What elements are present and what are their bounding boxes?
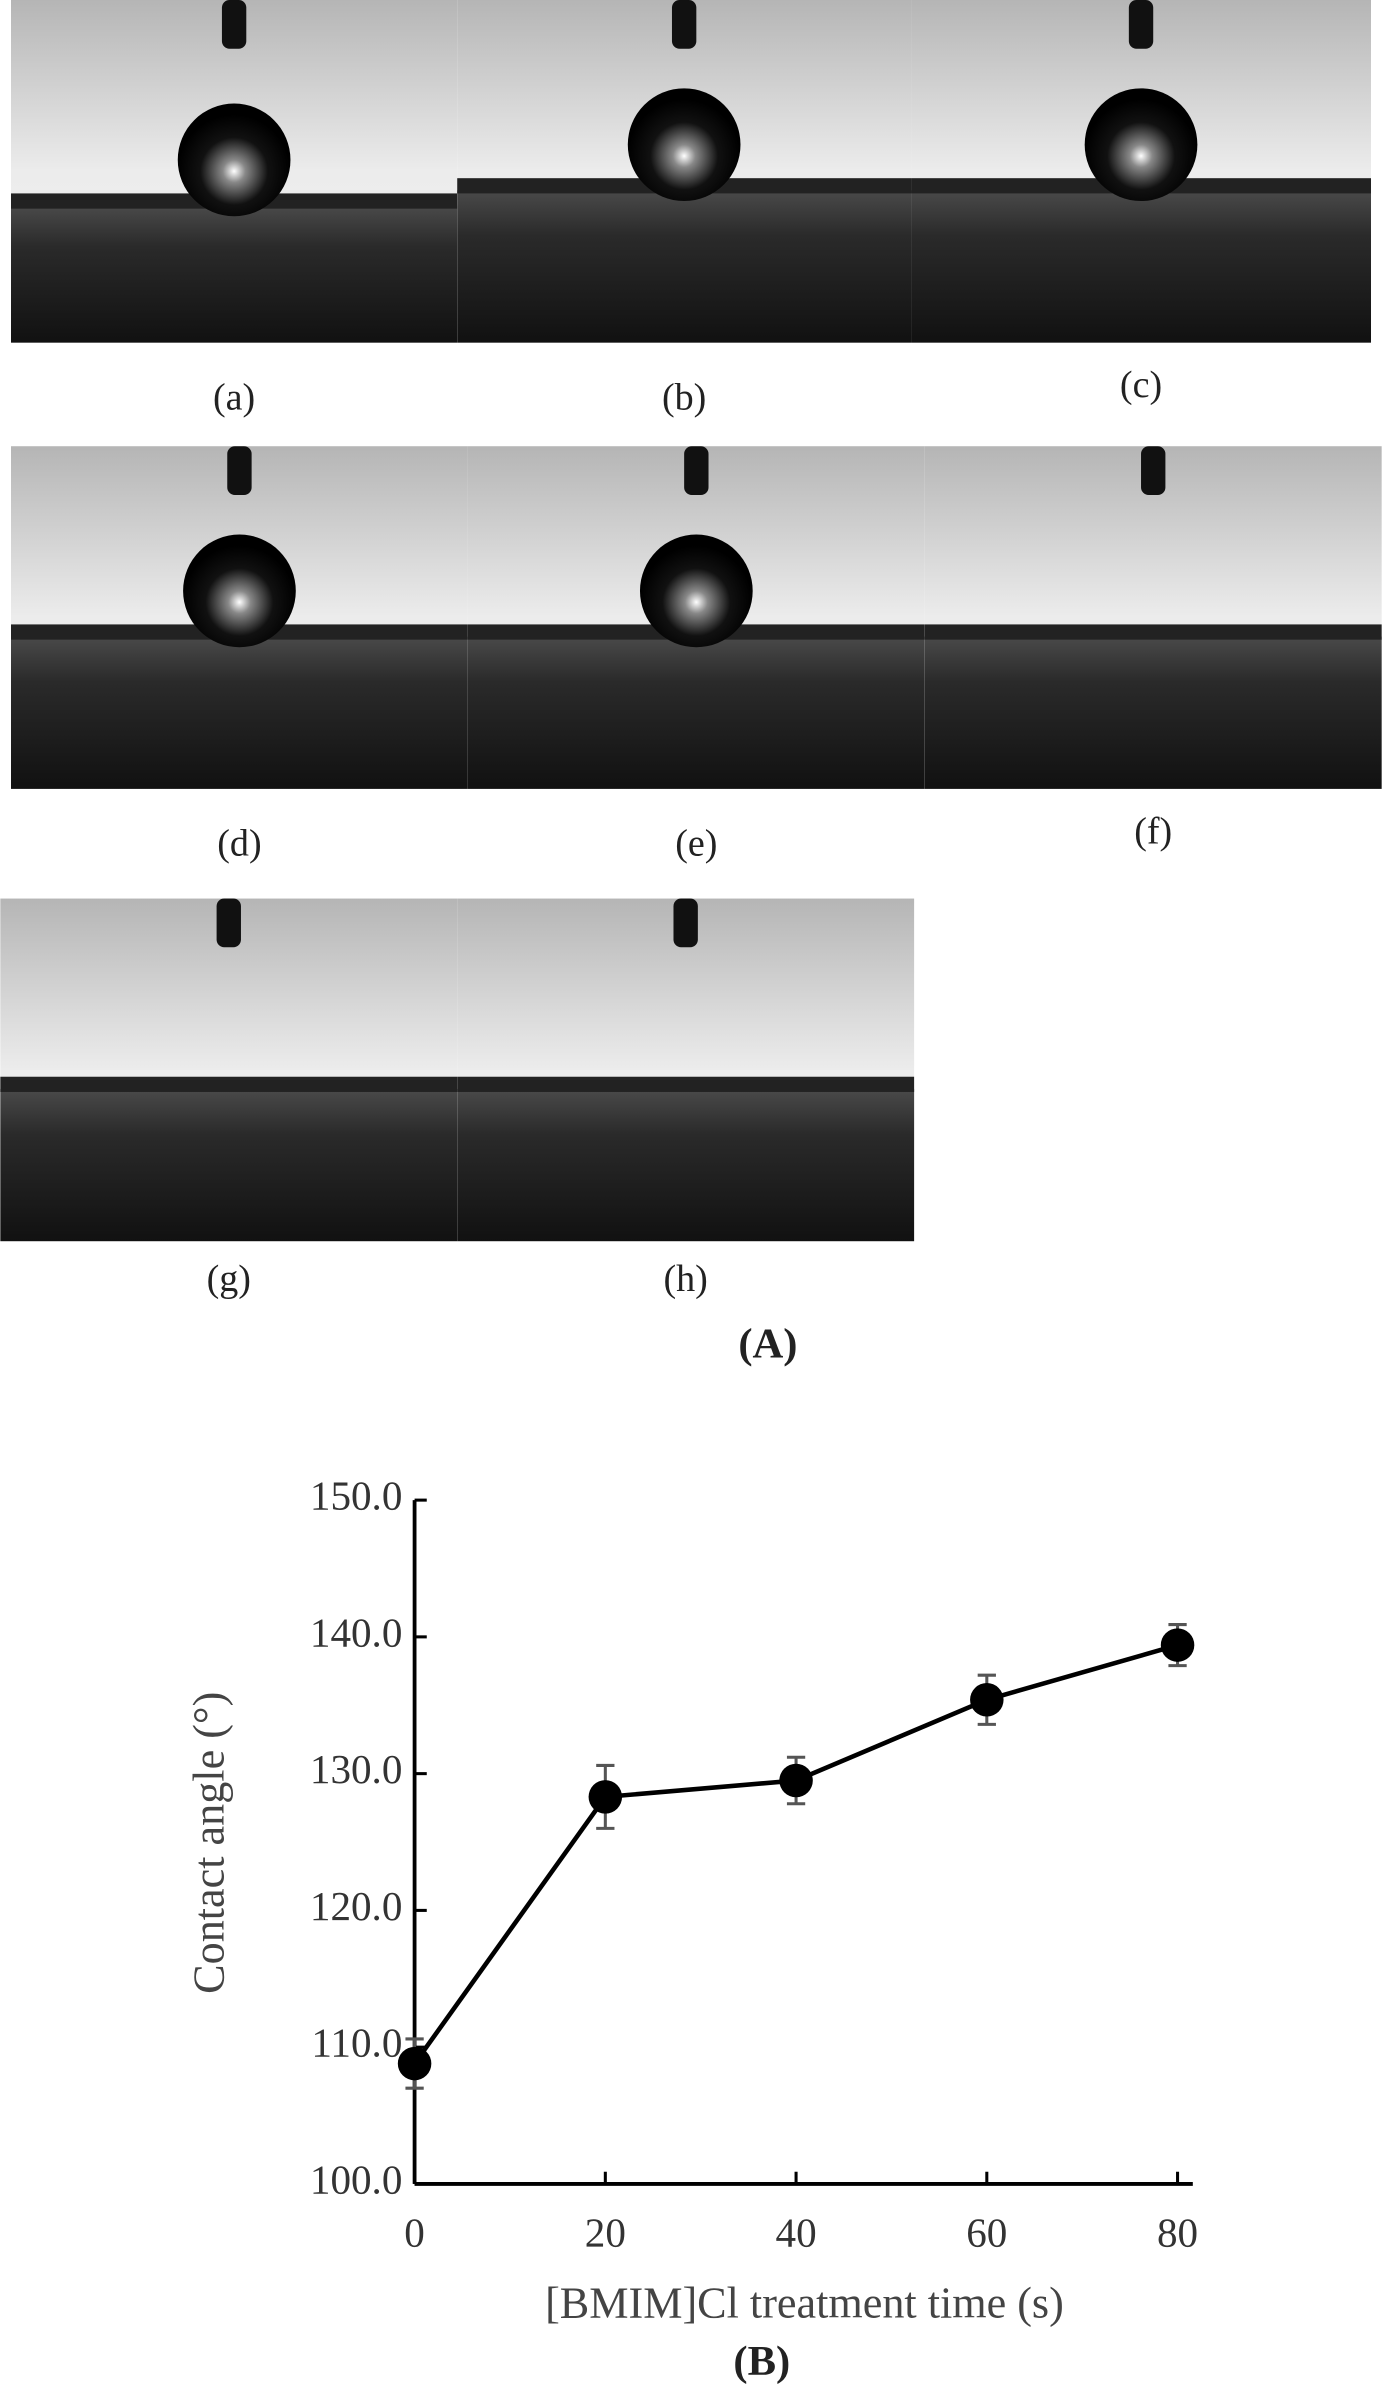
droplet <box>183 534 296 648</box>
data-point <box>779 1763 813 1798</box>
needle <box>671 0 697 49</box>
photo-panels: (a) (b) (c) (d) (e) (f) (g) (h) <box>0 0 1382 1300</box>
panel-caption: (f) <box>1134 810 1172 852</box>
substrate <box>924 636 1382 789</box>
panel-caption: (d) <box>217 822 261 864</box>
data-point <box>397 2046 432 2081</box>
data-point <box>1160 1628 1195 1662</box>
photo: (a) <box>10 0 458 418</box>
substrate <box>0 1088 458 1242</box>
x-tick-label: 40 <box>776 2210 817 2256</box>
data-line <box>412 1642 1179 2065</box>
substrate <box>457 190 912 343</box>
droplet <box>1084 88 1198 202</box>
needle <box>221 0 247 49</box>
substrate <box>467 636 925 789</box>
droplet <box>639 534 753 648</box>
x-tick-label: 80 <box>1157 2210 1198 2256</box>
y-tick-label: 150.0 <box>310 1473 403 1519</box>
panel-caption: (a) <box>213 376 255 418</box>
needle <box>684 446 709 495</box>
panel-caption: (b) <box>662 376 706 418</box>
photo: (e) <box>467 446 925 864</box>
needle <box>227 446 252 495</box>
needle <box>216 898 241 948</box>
droplet <box>627 88 741 202</box>
y-tick-label: 130.0 <box>310 1746 403 1792</box>
panel-label: (B) <box>733 2338 790 2385</box>
y-tick-label: 100.0 <box>310 2156 403 2202</box>
substrate <box>10 205 458 343</box>
droplet <box>177 103 291 217</box>
photo: (g) <box>0 898 458 1300</box>
substrate <box>457 1088 915 1242</box>
y-tick-label: 120.0 <box>310 1883 403 1929</box>
substrate-top <box>457 1076 915 1092</box>
x-tick-label: 0 <box>404 2210 425 2256</box>
x-tick-label: 20 <box>585 2210 626 2256</box>
panel-caption: (g) <box>207 1258 251 1300</box>
photo: (c) <box>911 0 1372 406</box>
needle <box>1128 0 1154 49</box>
substrate <box>10 636 468 789</box>
substrate <box>911 190 1372 343</box>
x-axis-title: [BMIM]Cl treatment time (s) <box>545 2278 1064 2327</box>
data-point <box>970 1683 1004 1717</box>
needle <box>1141 446 1166 495</box>
x-tick-label: 60 <box>966 2210 1007 2256</box>
photo: (f) <box>924 446 1382 852</box>
chart: 100.0 110.0 120.0 130.0 140.0 150.0 0 20 40 60 80 <box>310 1473 1198 2256</box>
substrate-top <box>0 1076 458 1092</box>
y-tick-label: 140.0 <box>310 1609 403 1655</box>
y-tick-label: 110.0 <box>311 2020 402 2066</box>
data-point <box>588 1780 623 1814</box>
panel-caption: (e) <box>675 822 717 864</box>
panel-label: (A) <box>738 1321 797 1368</box>
photo: (b) <box>457 0 912 418</box>
substrate-top <box>924 624 1382 640</box>
panel-caption: (c) <box>1120 364 1162 406</box>
y-axis-title: Contact angle (°) <box>185 1692 234 1994</box>
photo: (h) <box>457 898 915 1300</box>
photo: (d) <box>10 446 468 864</box>
needle <box>673 898 698 948</box>
panel-caption: (h) <box>663 1258 707 1300</box>
